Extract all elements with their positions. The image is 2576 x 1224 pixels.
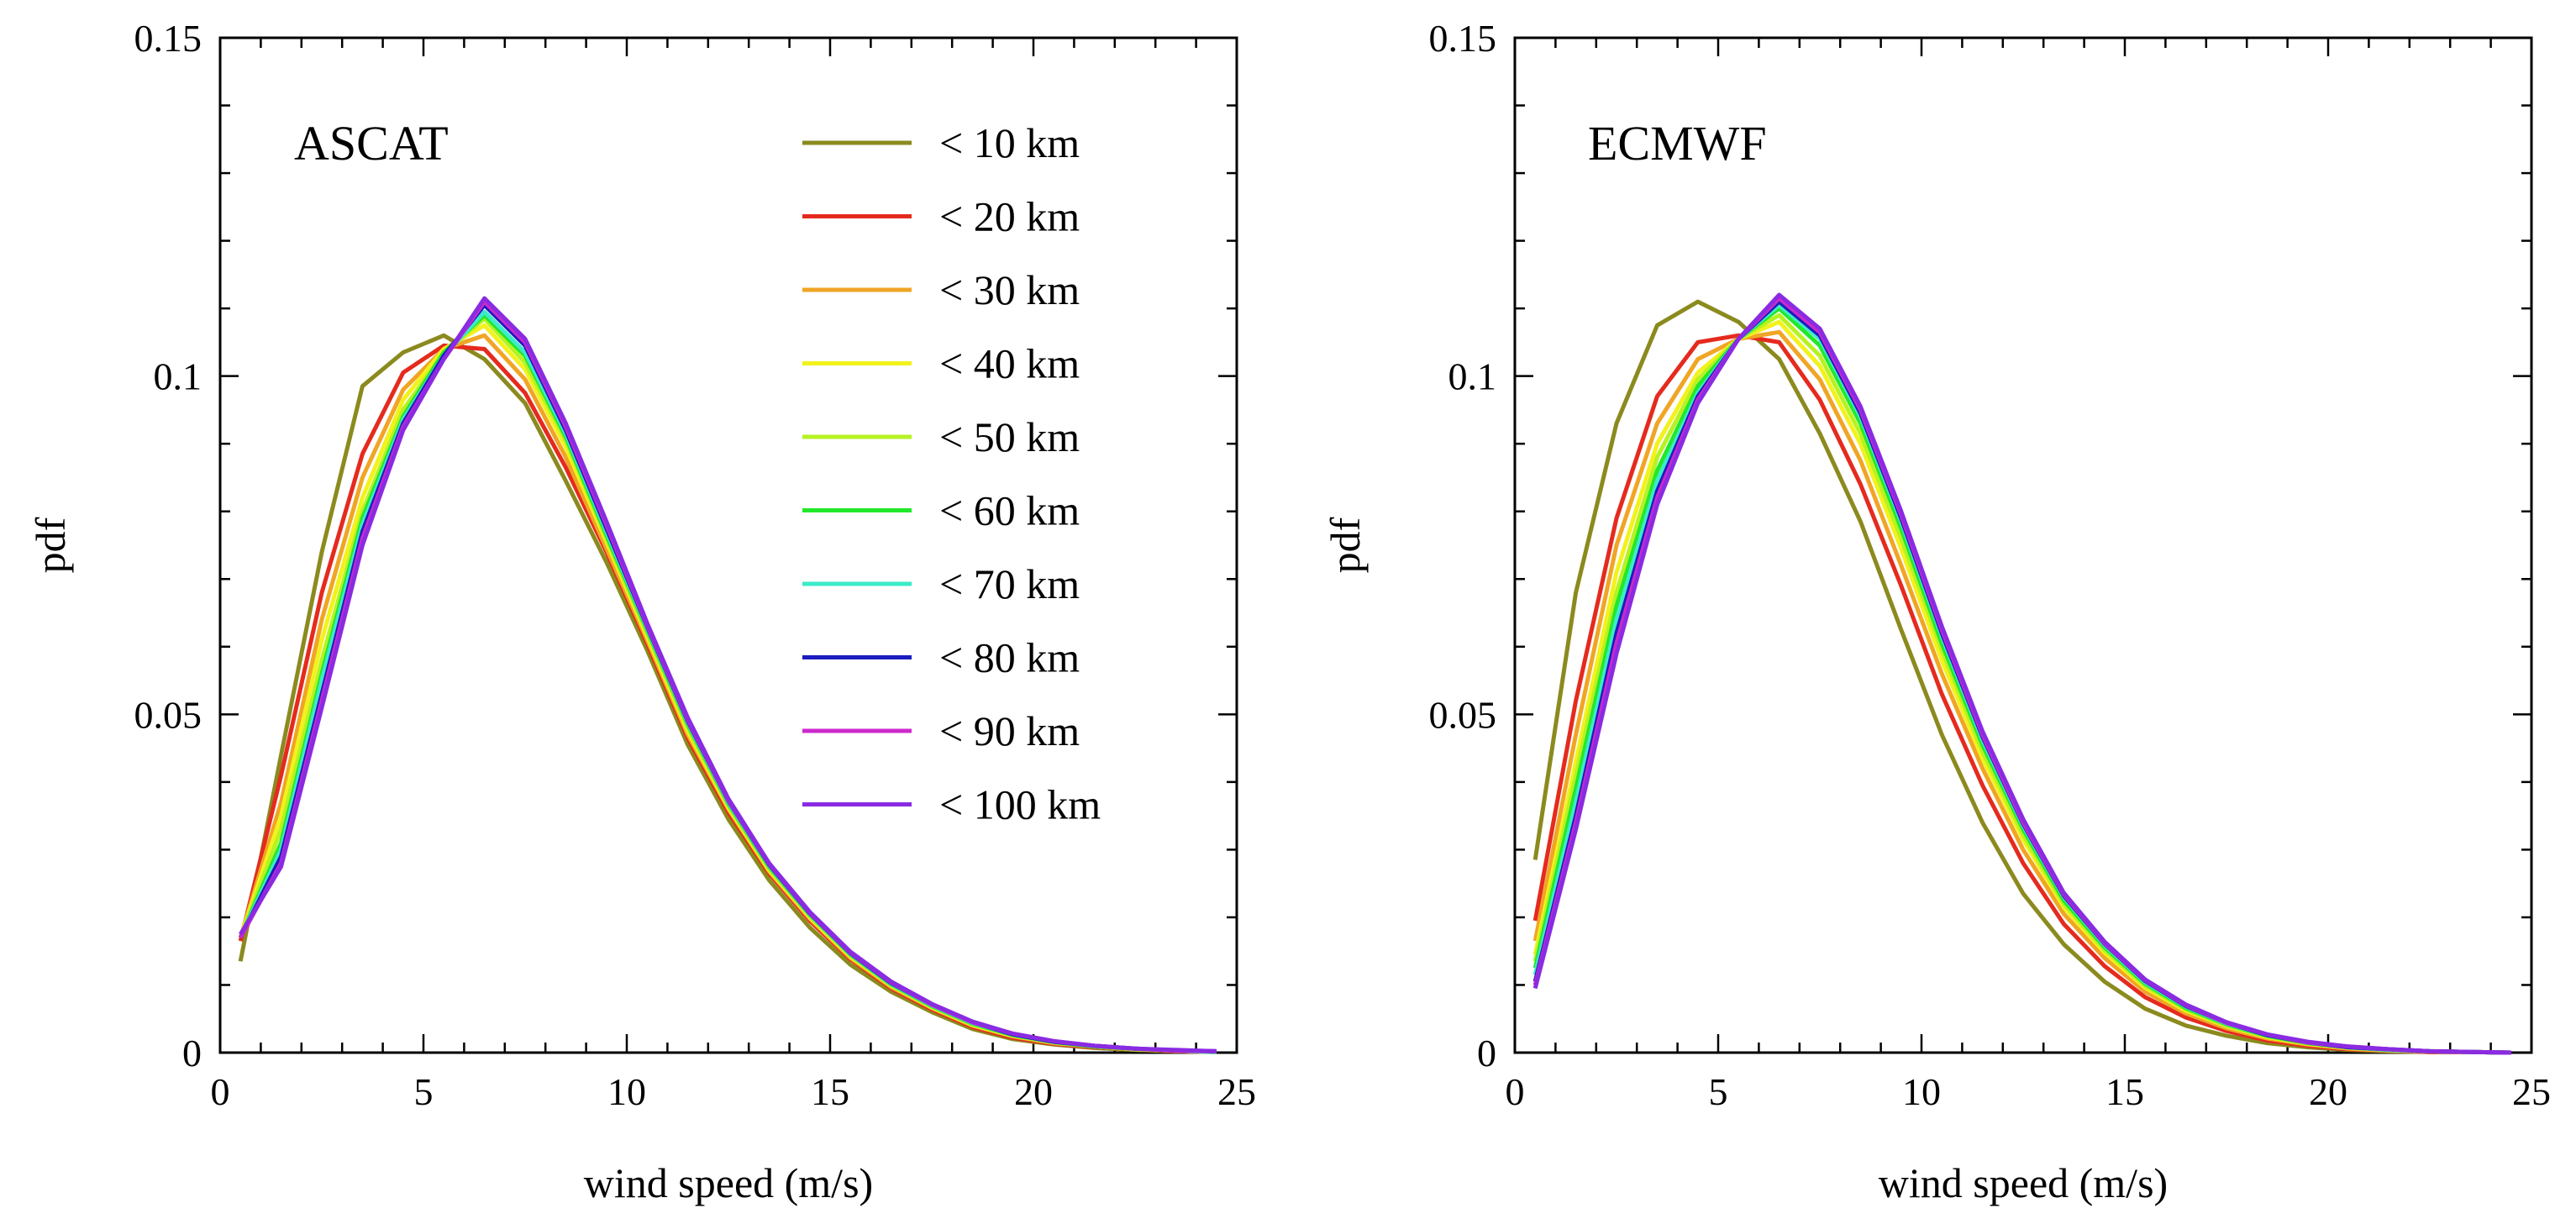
legend-label-50-km: < 50 km <box>939 413 1080 460</box>
x-tick-label: 20 <box>2309 1070 2347 1113</box>
x-tick-label: 0 <box>211 1070 230 1113</box>
ascat-series-line-100-km <box>239 296 1217 1053</box>
x-tick-label: 10 <box>607 1070 646 1113</box>
x-tick-label: 5 <box>414 1070 434 1113</box>
y-tick-label: 0.05 <box>134 693 202 736</box>
y-tick-label: 0.1 <box>154 355 202 398</box>
y-tick-label: 0.15 <box>1429 17 1497 60</box>
x-tick-label: 10 <box>1902 1070 1941 1113</box>
legend-label-80-km: < 80 km <box>939 634 1080 681</box>
x-tick-label: 25 <box>1217 1070 1256 1113</box>
legend: < 10 km < 20 km < 30 km < 40 km < 50 km < 60 … <box>802 119 1101 828</box>
x-tick-label: 5 <box>1709 1070 1728 1113</box>
y-tick-label: 0.1 <box>1448 355 1497 398</box>
x-axis-label: wind speed (m/s) <box>1879 1159 2168 1206</box>
x-axis-label: wind speed (m/s) <box>584 1159 873 1206</box>
panel-title: ASCAT <box>294 116 449 171</box>
plot-frame <box>1513 36 2533 1054</box>
ecmwf-series-line-100-km <box>1532 292 2511 1055</box>
y-tick-label: 0 <box>182 1032 202 1074</box>
x-tick-label: 15 <box>811 1070 849 1113</box>
legend-label-30-km: < 30 km <box>939 266 1080 313</box>
legend-label-10-km: < 10 km <box>939 119 1080 166</box>
y-tick-label: 0.15 <box>134 17 202 60</box>
y-tick-label: 0 <box>1477 1032 1496 1074</box>
legend-label-40-km: < 40 km <box>939 340 1080 387</box>
legend-label-90-km: < 90 km <box>939 707 1080 754</box>
ascat-panel: 0 5 10 15 20 25 0 0.05 0.1 0.15 wind speed (m/s) pd… <box>27 17 1256 1206</box>
legend-label-20-km: < 20 km <box>939 193 1080 240</box>
legend-label-60-km: < 60 km <box>939 487 1080 534</box>
panel-title: ECMWF <box>1588 116 1767 171</box>
legend-label-70-km: < 70 km <box>939 560 1080 607</box>
x-tick-label: 25 <box>2512 1070 2551 1113</box>
plot-frame <box>218 36 1238 1054</box>
ecmwf-series-line-60-km <box>1532 306 2511 1055</box>
legend-label-100-km: < 100 km <box>939 781 1101 828</box>
ecmwf-panel: 0 5 10 15 20 25 0 0.05 0.1 0.15 wind speed (m/s) pd… <box>1322 17 2551 1206</box>
x-tick-label: 20 <box>1014 1070 1053 1113</box>
y-tick-label: 0.05 <box>1429 693 1497 736</box>
y-axis-label: pdf <box>1322 517 1369 573</box>
x-tick-label: 15 <box>2105 1070 2144 1113</box>
x-tick-label: 0 <box>1506 1070 1525 1113</box>
y-axis-label: pdf <box>27 517 74 573</box>
